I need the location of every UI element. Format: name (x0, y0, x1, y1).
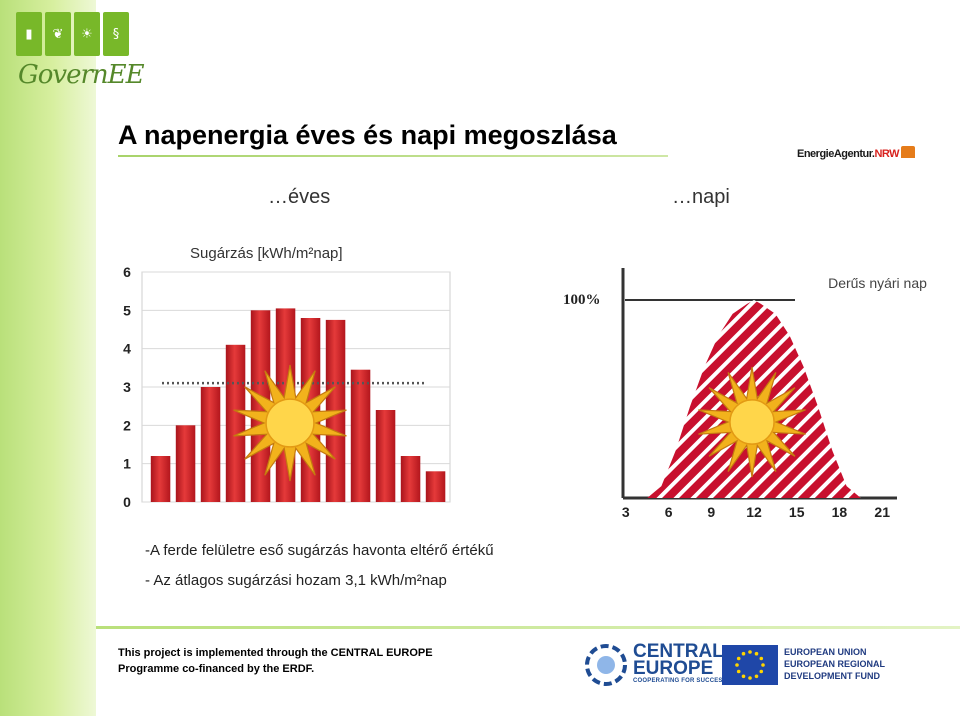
y-tick-label: 3 (123, 379, 131, 395)
agency-logo-suffix: NRW (874, 148, 900, 160)
eu-fund-label: EUROPEAN UNION EUROPEAN REGIONAL DEVELOP… (784, 646, 885, 682)
x-tick-label: 3 (622, 504, 630, 520)
eu-line-3: DEVELOPMENT FUND (784, 671, 881, 681)
bar-chart-ylabel: Sugárzás [kWh/m²nap] (190, 245, 343, 262)
footer-line (96, 626, 960, 629)
y-tick-label: 1 (123, 456, 131, 472)
agency-mark-icon (901, 146, 916, 158)
page-title: A napenergia éves és napi megoszlása (118, 120, 617, 150)
sun-icon: ☀ (74, 12, 100, 56)
footer-text: This project is implemented through the … (118, 645, 448, 677)
note-1: -A ferde felületre eső sugárzás havonta … (145, 542, 494, 559)
eu-star (735, 663, 739, 667)
bar (150, 456, 171, 502)
central-europe-emblem-icon (585, 643, 627, 686)
ce-line-2: EUROPE (633, 658, 714, 679)
bar (350, 369, 371, 502)
bar (400, 456, 421, 502)
x-tick-label: 15 (789, 504, 805, 520)
eu-star (759, 669, 764, 674)
yearly-bar-chart: 0 1 2 3 4 5 6 (123, 264, 451, 510)
bar (175, 425, 196, 502)
y-tick-label: 0 (123, 494, 131, 510)
y-tick-label: 2 (123, 417, 131, 433)
footer-text-line-1: This project is implemented through the … (118, 647, 433, 659)
x-tick-label: 18 (832, 504, 848, 520)
reference-label: 100% (563, 292, 601, 308)
leaf-icon: ❦ (45, 12, 71, 56)
eu-line-2: EUROPEAN REGIONAL (784, 659, 886, 669)
day-annotation: Derűs nyári nap (828, 275, 927, 291)
central-europe-logo: CENTRAL EUROPE COOPERATING FOR SUCCESS. (585, 641, 729, 686)
subhead-daily: …napi (672, 186, 730, 208)
sidebar-decor: ▮ ❦ ☀ § GovernEE (0, 0, 145, 716)
eu-star (754, 674, 759, 679)
day-x-ticks: 3 6 9 12 15 18 21 (622, 504, 890, 520)
x-tick-label: 21 (874, 504, 890, 520)
eu-star (736, 669, 741, 674)
eu-star (741, 674, 746, 679)
bar (250, 310, 271, 502)
agency-logo: EnergieAgentur.NRW (797, 146, 916, 160)
bar-y-ticks: 0 1 2 3 4 5 6 (123, 264, 131, 510)
sun-icon-daily (698, 366, 806, 478)
y-tick-label: 4 (123, 341, 131, 357)
agency-logo-prefix: EnergieAgentur. (797, 148, 875, 160)
bar (375, 410, 396, 502)
eu-star (741, 651, 746, 656)
y-tick-label: 6 (123, 264, 131, 280)
logo-tiles: ▮ ❦ ☀ § (16, 12, 129, 56)
ce-line-1: CENTRAL (633, 641, 724, 662)
x-tick-label: 9 (707, 504, 715, 520)
building-icon: ▮ (16, 12, 42, 56)
sun-disc (729, 399, 775, 445)
title-underline (118, 155, 668, 157)
eu-star (736, 656, 741, 661)
note-2: - Az átlagos sugárzási hozam 3,1 kWh/m²n… (145, 572, 447, 589)
daily-area-chart: 100% 3 6 9 12 15 18 21 (563, 268, 897, 520)
logo-text: GovernEE (18, 60, 145, 90)
x-tick-label: 6 (665, 504, 673, 520)
bar (225, 344, 246, 502)
sun-disc (265, 398, 315, 448)
eu-star (759, 656, 764, 661)
paragraph-icon: § (103, 12, 129, 56)
footer-text-line-2: Programme co-financed by the ERDF. (118, 663, 315, 675)
eu-star (761, 663, 765, 667)
eu-star (748, 650, 752, 654)
subhead-yearly: …éves (268, 186, 331, 208)
bar (425, 471, 446, 502)
y-tick-label: 5 (123, 302, 131, 318)
ce-tagline: COOPERATING FOR SUCCESS. (633, 678, 729, 684)
bar (200, 387, 221, 502)
eu-line-1: EUROPEAN UNION (784, 647, 867, 657)
x-tick-label: 12 (746, 504, 762, 520)
sun-icon (233, 364, 347, 482)
eu-star (748, 676, 752, 680)
eu-flag-icon (722, 645, 778, 685)
eu-star (754, 651, 759, 656)
